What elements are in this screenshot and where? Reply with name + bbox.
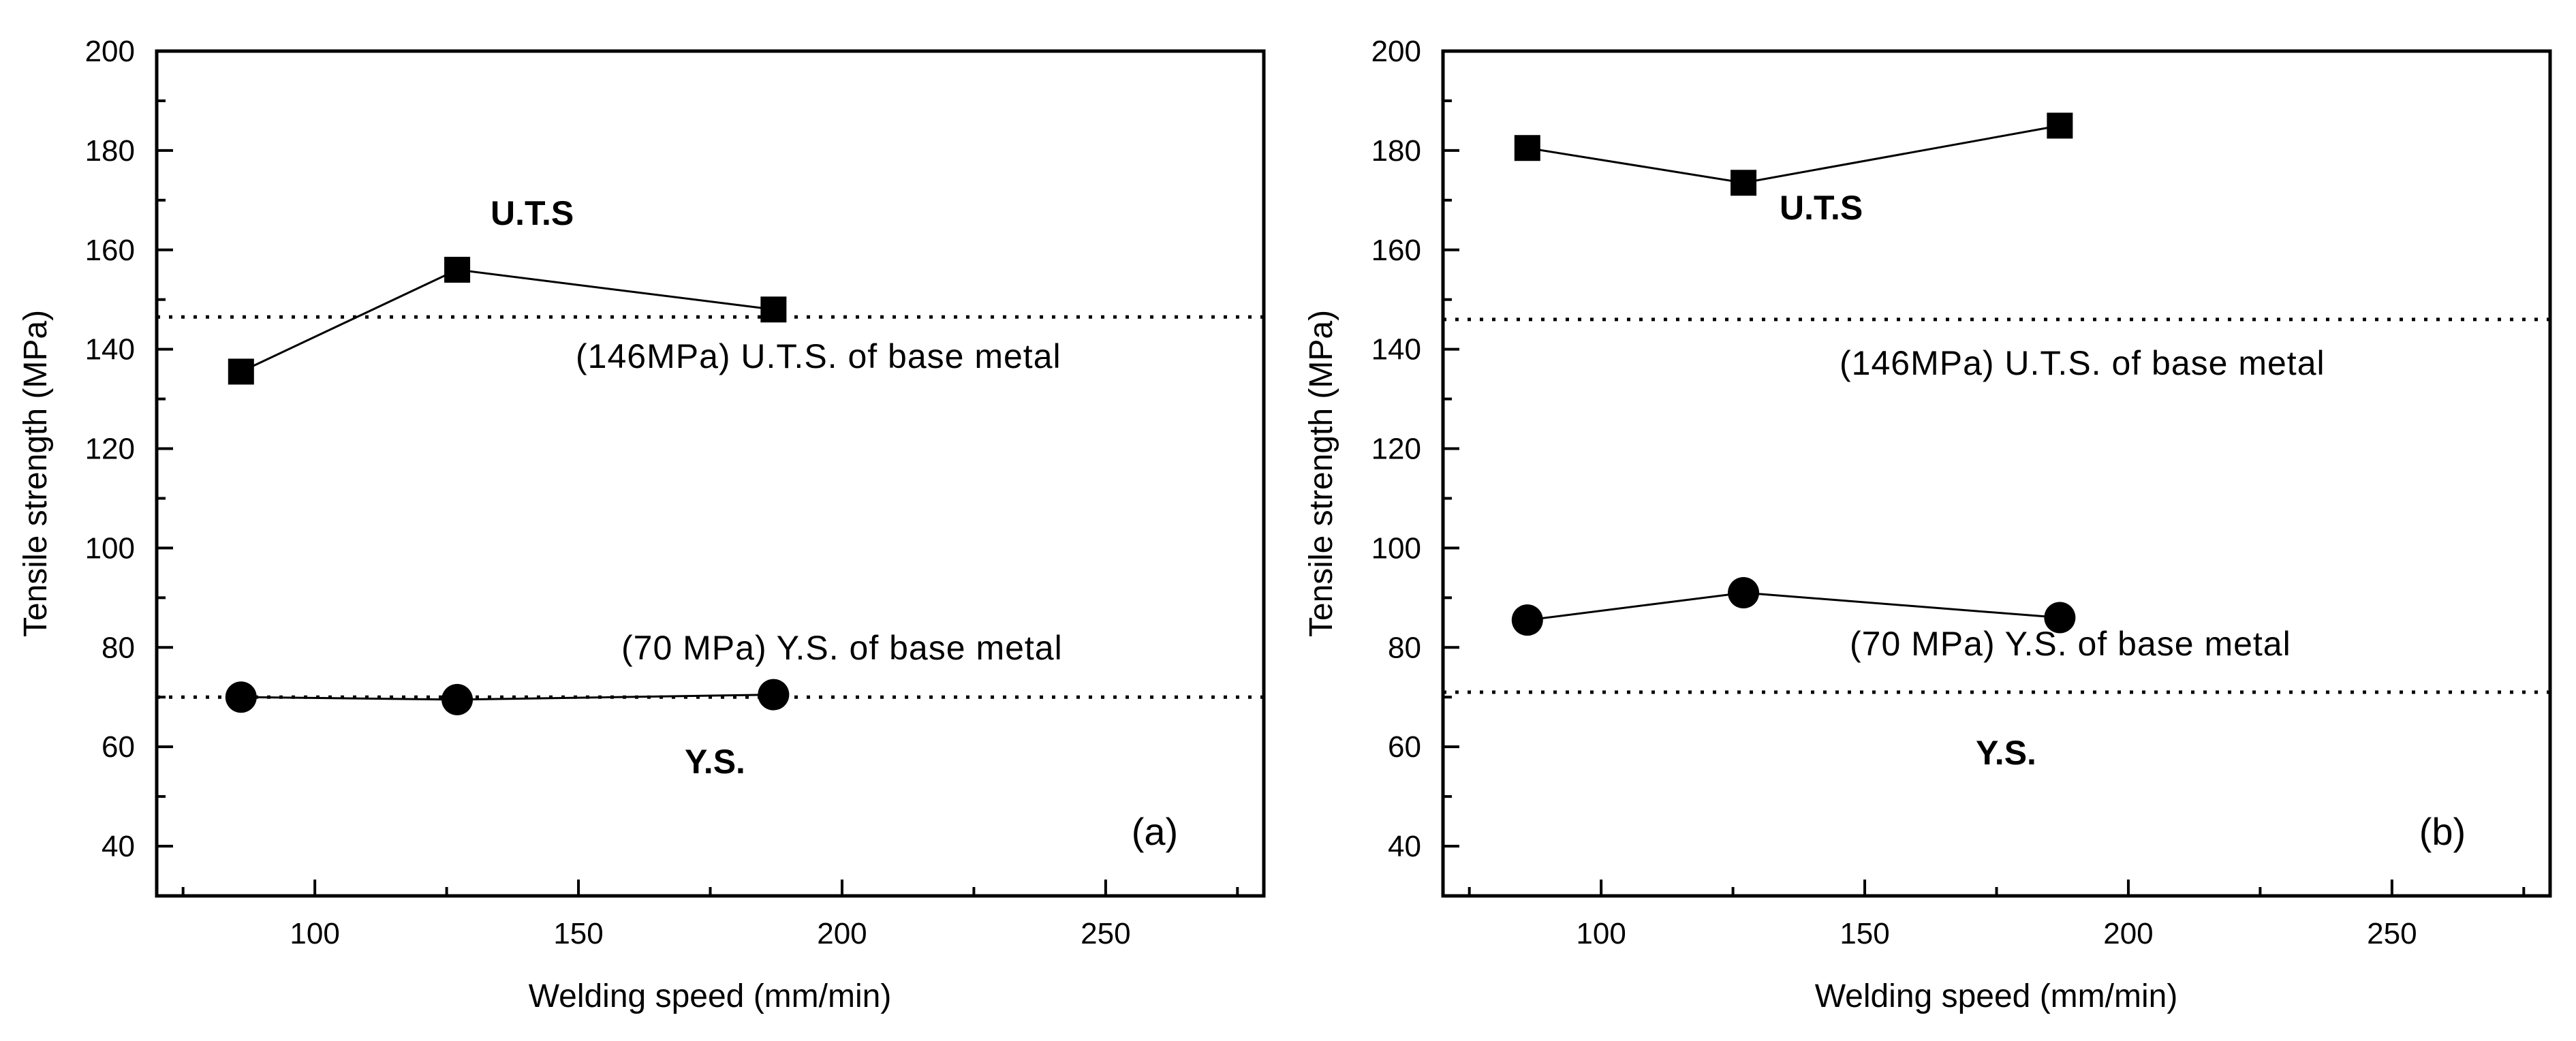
plot-frame — [1441, 49, 2552, 898]
uts-series-label: U.T.S — [1780, 189, 1863, 227]
x-tick-label: 100 — [290, 917, 339, 950]
uts-series-label: U.T.S — [491, 194, 574, 232]
uts-data-point — [2047, 112, 2073, 139]
ys-series-line — [1527, 591, 2060, 621]
y-tick-label: 80 — [102, 631, 135, 664]
ys-data-point — [1511, 604, 1543, 636]
x-tick-label: 200 — [817, 917, 867, 950]
x-tick-label: 150 — [553, 917, 603, 950]
y-tick-label: 40 — [102, 830, 135, 863]
uts-base-metal-annotation: (146MPa) U.T.S. of base metal — [1840, 344, 2325, 382]
ys-series-line — [240, 694, 774, 701]
uts-data-point — [1514, 135, 1540, 161]
panel-label-b: (b) — [2419, 810, 2466, 853]
plot-frame — [155, 49, 1266, 898]
uts-series-line — [1527, 124, 2060, 184]
y-tick-label: 160 — [1371, 234, 1421, 267]
y-tick-label: 100 — [1371, 531, 1421, 565]
y-tick-label: 40 — [1388, 830, 1421, 863]
x-axis-label: Welding speed (mm/min) — [529, 978, 892, 1014]
y-tick-label: 160 — [85, 234, 135, 267]
ys-data-point — [2044, 602, 2076, 634]
x-tick-label: 150 — [1840, 917, 1889, 950]
ys-data-point — [1728, 577, 1760, 609]
ys-series-label: Y.S. — [1976, 734, 2036, 772]
uts-data-point — [760, 296, 787, 323]
y-tick-label: 200 — [85, 35, 135, 68]
uts-data-point — [444, 256, 471, 283]
chart-panel-b: 100 150 200 250 40 60 80 100 120 140 160 180 200 Wel… — [1303, 35, 2552, 1014]
x-tick-label: 200 — [2103, 917, 2153, 950]
panel-label-a: (a) — [1132, 810, 1178, 853]
y-axis-label: Tensile strength (MPa) — [18, 310, 54, 637]
ys-data-point — [758, 679, 790, 711]
ys-base-metal-annotation: (70 MPa) Y.S. of base metal — [1850, 625, 2291, 663]
x-axis-label: Welding speed (mm/min) — [1815, 978, 2178, 1014]
uts-data-point — [1731, 170, 1757, 196]
y-tick-label: 180 — [1371, 134, 1421, 168]
y-tick-label: 120 — [1371, 433, 1421, 466]
y-tick-label: 180 — [85, 134, 135, 168]
x-tick-label: 250 — [1081, 917, 1130, 950]
y-tick-label: 60 — [1388, 730, 1421, 764]
y-tick-label: 140 — [85, 333, 135, 367]
ys-series-label: Y.S. — [685, 743, 745, 781]
ys-data-point — [441, 683, 474, 715]
uts-data-point — [228, 358, 254, 385]
ys-data-point — [225, 681, 257, 713]
uts-base-metal-annotation: (146MPa) U.T.S. of base metal — [576, 337, 1061, 375]
x-tick-label: 250 — [2367, 917, 2417, 950]
y-tick-label: 80 — [1388, 631, 1421, 664]
y-tick-label: 140 — [1371, 333, 1421, 367]
y-tick-label: 200 — [1371, 35, 1421, 68]
y-tick-label: 60 — [102, 730, 135, 764]
y-tick-label: 120 — [85, 433, 135, 466]
x-tick-label: 100 — [1576, 917, 1626, 950]
y-axis-label: Tensile strength (MPa) — [1303, 310, 1339, 637]
ys-base-metal-annotation: (70 MPa) Y.S. of base metal — [621, 629, 1063, 667]
y-tick-label: 100 — [85, 531, 135, 565]
chart-panel-a: 100 150 200 250 40 60 80 100 120 140 160 180 200 Wel… — [18, 35, 1266, 1014]
